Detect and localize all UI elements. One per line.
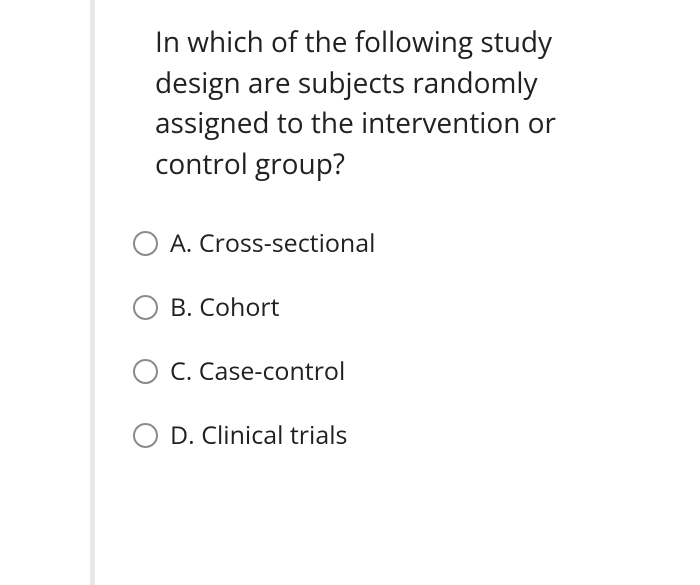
option-d[interactable]: D. Clinical trials xyxy=(133,418,640,452)
question-block: In which of the following study design a… xyxy=(0,0,700,452)
radio-icon[interactable] xyxy=(133,423,158,448)
option-label: B. Cohort xyxy=(170,290,280,324)
option-a[interactable]: A. Cross-sectional xyxy=(133,226,640,260)
option-c[interactable]: C. Case-control xyxy=(133,354,640,388)
option-label: D. Clinical trials xyxy=(170,418,347,452)
radio-icon[interactable] xyxy=(133,231,158,256)
option-label: C. Case-control xyxy=(170,354,345,388)
radio-icon[interactable] xyxy=(133,359,158,384)
question-text: In which of the following study design a… xyxy=(155,22,640,184)
left-divider xyxy=(90,0,95,585)
radio-icon[interactable] xyxy=(133,295,158,320)
option-b[interactable]: B. Cohort xyxy=(133,290,640,324)
option-label: A. Cross-sectional xyxy=(170,226,375,260)
options-group: A. Cross-sectional B. Cohort C. Case-con… xyxy=(133,226,640,452)
